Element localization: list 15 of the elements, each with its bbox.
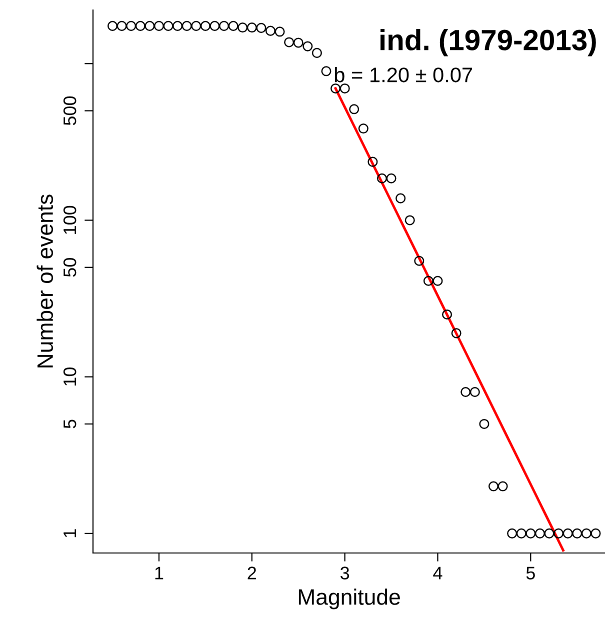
x-tick-label: 4: [433, 566, 442, 580]
x-tick-label: 5: [526, 566, 535, 580]
x-tick-label: 2: [248, 566, 256, 580]
x-axis-title: Magnitude: [298, 588, 400, 610]
y-tick-label: 500: [63, 96, 76, 126]
y-tick-label: 10: [63, 367, 76, 386]
y-tick-label: 100: [63, 206, 76, 234]
x-tick-label: 1: [155, 566, 164, 580]
text: ind. (1979-2013): [380, 29, 596, 56]
y-tick-label: 50: [63, 258, 76, 277]
y-tick-label: 1: [64, 529, 76, 538]
x-tick-label: 3: [340, 566, 350, 580]
y-axis-title: Number of events: [36, 194, 54, 368]
y-tick-label: 5: [64, 420, 76, 428]
annotation: b = 1.20 ± 0.07: [334, 67, 472, 82]
